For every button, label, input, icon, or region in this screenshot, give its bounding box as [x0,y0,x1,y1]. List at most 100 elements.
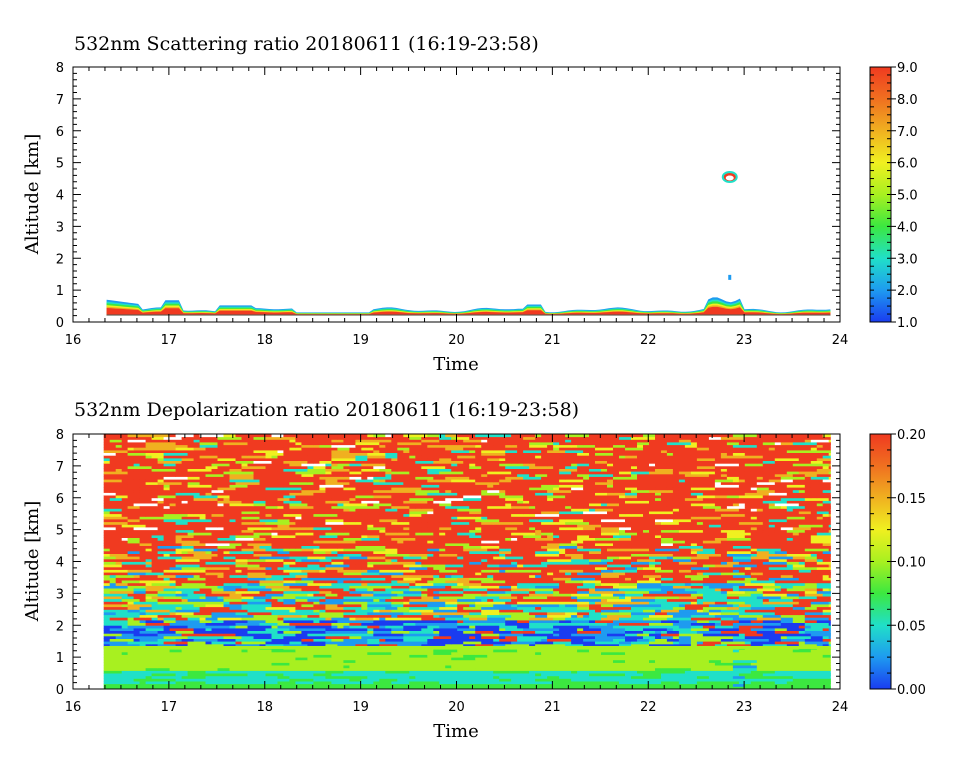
depol-cell [307,627,326,631]
depol-cell [187,521,200,525]
depol-cell [139,635,164,639]
depol-cell [487,439,494,443]
depol-cell [211,558,236,562]
depol-cell [463,545,482,549]
depol-cell [103,566,123,570]
depol-cell [649,622,662,626]
depol-cell [373,665,380,669]
depol-cell [415,582,434,586]
depol-cell [337,604,362,608]
depol-cell [415,505,422,509]
depol-cell [822,484,831,488]
depol-cell [241,534,260,538]
depol-cell [175,609,200,613]
depol-cell [121,566,147,570]
depol-cell [313,580,326,584]
depol-cell [655,596,680,600]
depol-cell [127,667,146,671]
depol-cell [828,665,831,669]
depol-cell [589,593,602,597]
depol-cell [475,489,482,493]
depol-cell [714,537,728,541]
depol-cell [349,532,356,536]
depol-cell [481,460,488,464]
depol-cell [127,476,146,480]
depol-cell [139,580,164,584]
depol-cell [505,489,524,493]
depol-cell [804,452,812,456]
depol-cell [235,545,254,549]
depol-cell [457,662,482,666]
depol-cell [828,436,831,440]
depol-cell [631,614,650,618]
depol-cell [816,566,831,570]
depol-cell [223,497,230,501]
depol-cell [661,521,680,525]
depol-cell [613,665,638,669]
depol-cell [349,508,356,512]
depol-cell [475,449,482,453]
depol-cell [313,566,326,570]
depol-cell [115,561,123,565]
depol-cell [139,681,146,685]
depol-cell [565,630,578,634]
depol-cell [265,675,272,679]
depol-cell [433,545,452,549]
depol-cell [655,548,680,552]
depol-cell [696,513,722,517]
depol-cell [289,622,314,626]
depol-cell [265,497,278,501]
depol-cell [535,455,542,459]
depol-cell [409,553,428,557]
depol-cell [127,601,134,605]
depol-cell [115,654,129,658]
depol-cell [750,558,770,562]
depol-cell [780,439,806,443]
depol-cell [415,609,428,613]
depol-cell [163,649,170,653]
depol-cell [661,670,686,674]
depol-cell [361,662,374,666]
depol-cell [283,564,290,568]
depol-cell [253,550,278,554]
depol-cell [517,625,530,629]
depol-cell [589,590,602,594]
depol-cell [535,553,560,557]
depol-cell [511,442,530,446]
depol-cell [804,604,812,608]
depol-cell [373,590,392,594]
depol-cell [541,638,548,642]
depol-cell [127,604,152,608]
depol-cell [373,667,386,671]
depol-cell [361,553,386,557]
depol-cell [151,489,170,493]
depol-cell [199,564,212,568]
depol-cell [469,436,476,440]
depol-cell [283,590,296,594]
depol-cell [493,566,500,570]
depol-cell [235,627,248,631]
depol-cell [391,460,416,464]
depol-cell [469,609,482,613]
depol-cell [810,625,831,629]
depol-cell [637,487,644,491]
depol-cell [559,519,584,523]
depol-cell [774,524,800,528]
depol-cell [517,564,524,568]
depol-cell [217,497,224,501]
depol-cell [517,572,524,576]
depol-cell [415,590,422,594]
depol-cell [133,479,140,483]
depol-cell [672,643,692,647]
depol-cell [169,612,176,616]
depol-cell [631,638,638,642]
depol-cell [265,609,290,613]
depol-cell [595,662,602,666]
depol-cell [109,489,117,493]
depol-cell [187,479,200,483]
depol-cell [445,566,464,570]
depol-cell [181,471,194,475]
depol-cell [774,489,782,493]
depol-cell [187,550,206,554]
depol-cell [547,654,572,658]
